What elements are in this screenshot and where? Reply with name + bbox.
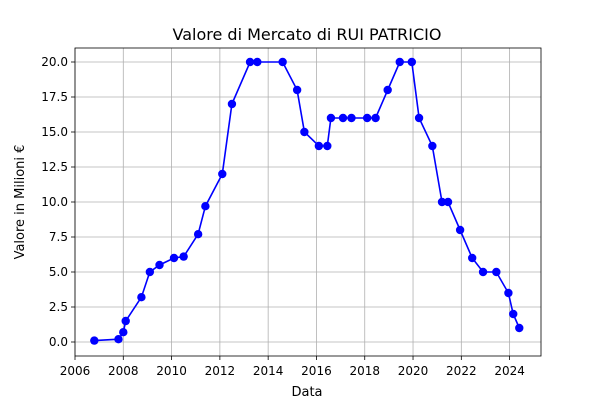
x-tick-label: 2014 <box>253 364 284 378</box>
data-point <box>90 336 99 345</box>
y-tick-label: 17.5 <box>41 90 68 104</box>
data-point <box>395 57 404 67</box>
data-point <box>121 316 130 326</box>
x-tick-label: 2020 <box>398 364 429 378</box>
data-point <box>467 253 477 263</box>
data-point <box>323 141 332 151</box>
x-tick-label: 2024 <box>494 364 525 378</box>
x-tick-label: 2008 <box>108 364 139 378</box>
data-point <box>515 323 524 333</box>
data-point <box>292 85 302 95</box>
data-point <box>278 57 287 67</box>
y-tick-label: 10.0 <box>41 195 68 209</box>
chart-title: Valore di Mercato di RUI PATRICIO <box>173 25 442 44</box>
y-tick-label: 0.0 <box>49 335 68 349</box>
data-point <box>169 253 179 263</box>
data-layer <box>90 57 524 345</box>
data-point <box>114 335 123 344</box>
x-tick-label: 2022 <box>446 364 477 378</box>
data-point <box>227 99 237 109</box>
data-point <box>362 113 372 123</box>
x-tick-label: 2016 <box>301 364 332 378</box>
data-point <box>155 260 164 270</box>
series-line <box>94 61 521 342</box>
data-point <box>509 309 518 319</box>
data-point <box>371 113 380 123</box>
y-tick-label: 12.5 <box>41 160 68 174</box>
x-tick-label: 2012 <box>205 364 236 378</box>
data-point <box>201 202 210 211</box>
data-point <box>383 85 392 95</box>
data-point <box>414 113 424 123</box>
data-point <box>119 328 128 337</box>
x-tick-label: 2018 <box>349 364 380 378</box>
data-point <box>179 252 188 261</box>
x-tick-label: 2010 <box>156 364 187 378</box>
data-point <box>407 57 417 67</box>
data-point <box>326 113 336 123</box>
y-tick-label: 5.0 <box>49 265 68 279</box>
grid-layer <box>74 48 541 356</box>
data-point <box>437 197 447 207</box>
data-point <box>347 113 356 123</box>
y-tick-label: 2.5 <box>49 300 68 314</box>
y-tick-label: 15.0 <box>41 125 68 139</box>
data-point <box>504 288 513 298</box>
data-point <box>478 267 488 277</box>
data-point <box>428 141 437 151</box>
data-point <box>300 127 309 137</box>
y-tick-label: 7.5 <box>49 230 68 244</box>
data-point <box>245 57 255 67</box>
tick-layer: 2006 2008 2010 2012 2014 2016 2018 2020 2022 2024… <box>41 55 525 378</box>
data-point <box>145 267 155 277</box>
data-point <box>253 57 262 67</box>
data-point <box>314 141 324 151</box>
y-tick-label: 20.0 <box>41 55 68 69</box>
y-axis-label: Valore in Milioni € <box>13 145 28 260</box>
x-tick-label: 2006 <box>60 364 91 378</box>
data-point <box>193 230 203 239</box>
data-point <box>492 267 501 277</box>
data-point <box>137 293 146 302</box>
data-point <box>218 169 227 179</box>
x-axis-label: Data <box>291 385 322 400</box>
data-point <box>455 225 465 235</box>
data-point <box>443 197 453 207</box>
data-point <box>338 113 348 123</box>
